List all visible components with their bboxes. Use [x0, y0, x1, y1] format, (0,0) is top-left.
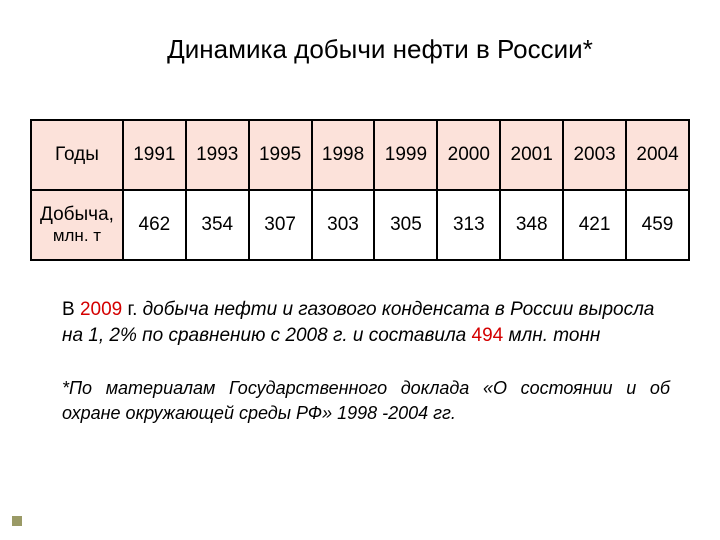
slide-title: Динамика добычи нефти в России*: [68, 34, 692, 65]
value-cell: 462: [123, 190, 186, 260]
year-cell: 1995: [249, 120, 312, 190]
value-cell: 307: [249, 190, 312, 260]
year-cell: 1993: [186, 120, 249, 190]
summary-paragraph: В 2009 г. добыча нефти и газового конден…: [28, 297, 692, 348]
row-header-label: Добыча,: [40, 204, 114, 225]
value-cell: 305: [374, 190, 437, 260]
text-mid: г.: [122, 299, 137, 320]
value-cell: 421: [563, 190, 626, 260]
footnote-paragraph: *По материалам Государственного доклада …: [28, 376, 692, 425]
year-highlight: 2009: [80, 299, 122, 320]
value-cell: 354: [186, 190, 249, 260]
oil-production-table: Годы 1991 1993 1995 1998 1999 2000 2001 …: [30, 119, 690, 261]
value-cell: 313: [437, 190, 500, 260]
row-header-sublabel: млн. т: [32, 226, 122, 246]
year-cell: 2001: [500, 120, 563, 190]
slide-container: Динамика добычи нефти в России* Годы 199…: [0, 0, 720, 540]
text-prefix: В: [62, 299, 80, 320]
year-cell: 2004: [626, 120, 689, 190]
summary-tail: млн. тонн: [503, 325, 600, 346]
value-cell: 303: [312, 190, 375, 260]
year-cell: 2003: [563, 120, 626, 190]
value-cell: 348: [500, 190, 563, 260]
year-cell: 1999: [374, 120, 437, 190]
year-cell: 2000: [437, 120, 500, 190]
year-cell: 1991: [123, 120, 186, 190]
row-header-values: Добыча, млн. т: [31, 190, 123, 260]
year-cell: 1998: [312, 120, 375, 190]
table-row-values: Добыча, млн. т 462 354 307 303 305 313 3…: [31, 190, 689, 260]
corner-decoration-icon: [12, 516, 22, 526]
row-header-years: Годы: [31, 120, 123, 190]
table-row-years: Годы 1991 1993 1995 1998 1999 2000 2001 …: [31, 120, 689, 190]
value-highlight: 494: [472, 325, 504, 346]
value-cell: 459: [626, 190, 689, 260]
